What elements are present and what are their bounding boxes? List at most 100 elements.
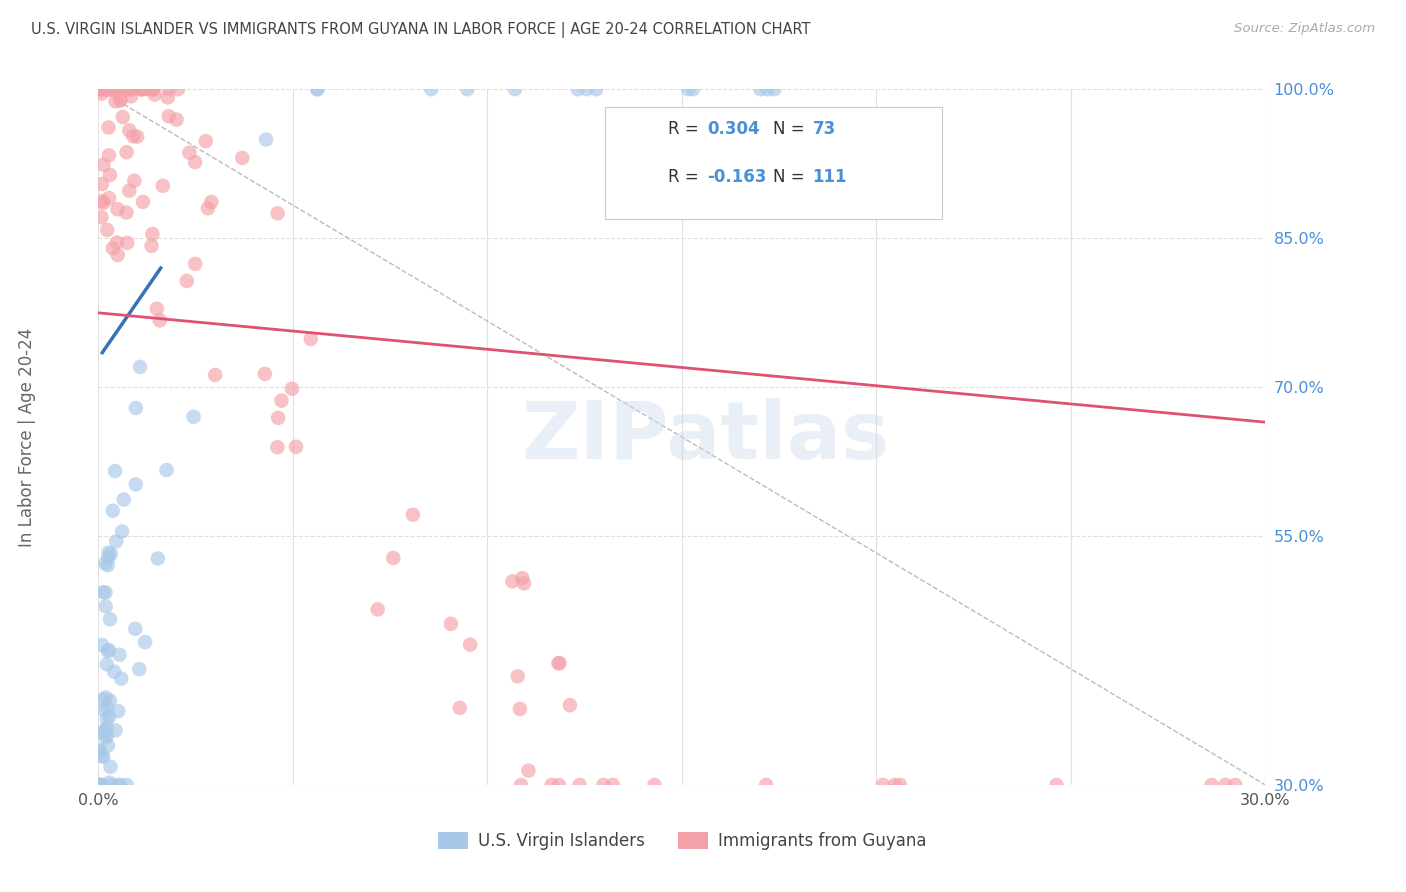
Point [267,410,290,425]
Point [89,778,111,792]
Point [100,547,122,561]
Point [93,158,115,172]
Point [510,571,533,585]
Point [125,401,148,415]
Point [585,82,607,96]
Point [110,92,132,106]
Point [111,524,134,539]
Point [96,82,118,96]
Text: Source: ZipAtlas.com: Source: ZipAtlas.com [1234,22,1375,36]
Point [104,723,127,738]
Text: R =: R = [668,169,704,186]
Point [94,599,117,614]
Point [96,721,118,735]
Point [89,82,111,96]
Point [449,701,471,715]
Point [98,191,121,205]
Point [285,440,308,454]
Point [567,82,589,96]
Point [121,82,143,96]
Point [266,440,288,454]
Point [118,123,141,137]
Point [100,778,122,792]
Point [149,313,172,327]
Point [402,508,425,522]
Text: R =: R = [668,120,704,138]
Point [755,778,778,792]
Point [157,82,180,96]
Point [100,760,122,774]
Point [124,622,146,636]
Point [756,82,779,96]
Point [592,778,614,792]
Point [104,464,127,478]
Point [200,194,222,209]
Point [105,82,128,96]
Point [98,148,121,162]
Point [120,89,142,103]
Point [90,778,112,792]
Point [676,82,699,96]
Point [96,712,118,726]
Point [98,709,121,723]
Point [872,778,894,792]
Point [1225,778,1247,792]
Text: N =: N = [773,169,810,186]
Point [96,728,118,742]
Point [96,657,118,672]
Point [94,82,117,96]
Point [108,648,131,662]
Point [103,82,125,96]
Point [456,82,478,96]
Point [90,211,112,225]
Point [104,82,127,96]
Point [157,109,180,123]
Point [97,120,120,135]
Point [110,672,132,686]
Point [107,704,129,718]
Point [142,82,165,96]
Point [146,301,169,316]
Point [749,82,772,96]
Point [90,194,112,208]
Point [602,778,624,792]
Point [107,778,129,792]
Point [1045,778,1067,792]
Point [91,749,114,764]
Point [141,227,163,241]
Point [98,775,121,789]
Point [89,82,111,96]
Point [184,257,207,271]
Point [112,492,135,507]
Text: 73: 73 [813,120,837,138]
Text: 0.304: 0.304 [707,120,759,138]
Point [142,82,165,96]
Point [97,82,120,96]
Point [141,82,163,96]
Point [98,168,121,182]
Point [115,145,138,160]
Point [509,702,531,716]
Point [129,82,152,96]
Point [90,778,112,792]
Point [105,534,128,549]
Point [270,393,292,408]
Legend: U.S. Virgin Islanders, Immigrants from Guyana: U.S. Virgin Islanders, Immigrants from G… [430,825,934,856]
Point [548,778,571,792]
Point [506,669,529,683]
Point [120,82,142,96]
Point [96,700,118,714]
Point [155,463,177,477]
Point [111,110,134,124]
Point [179,145,201,160]
Point [194,134,217,148]
Point [91,725,114,739]
Point [89,82,111,96]
Point [167,82,190,96]
Point [107,202,129,217]
Text: ZIPatlas: ZIPatlas [522,398,890,476]
Point [135,82,157,96]
Point [176,274,198,288]
Point [101,241,124,255]
Point [94,585,117,599]
